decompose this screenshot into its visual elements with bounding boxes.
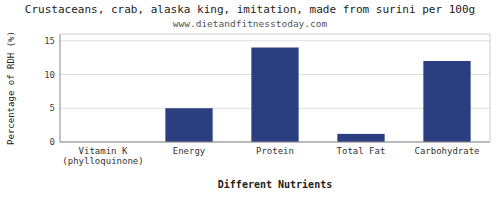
x-tick-label-line: Vitamin K bbox=[79, 146, 128, 156]
bar bbox=[423, 61, 470, 142]
chart-container: Crustaceans, crab, alaska king, imitatio… bbox=[0, 0, 500, 200]
bar bbox=[337, 134, 384, 142]
y-axis-label: Percentage of RDH (%) bbox=[6, 31, 16, 145]
y-tick-label: 10 bbox=[44, 70, 55, 80]
x-tick-label-line: Protein bbox=[256, 146, 294, 156]
x-tick-label: Carbohydrate bbox=[414, 146, 479, 156]
frame-right bbox=[490, 34, 491, 142]
frame-top bbox=[60, 34, 490, 35]
y-tick-label: 5 bbox=[50, 103, 55, 113]
x-tick-label: Total Fat bbox=[337, 146, 386, 156]
bar bbox=[251, 48, 298, 143]
x-tick-label: Vitamin K(phylloquinone) bbox=[62, 146, 143, 166]
bar bbox=[165, 108, 212, 142]
grid bbox=[60, 41, 490, 142]
y-axis-line bbox=[60, 34, 61, 142]
title: Crustaceans, crab, alaska king, imitatio… bbox=[25, 3, 475, 16]
x-axis-label: Different Nutrients bbox=[218, 179, 332, 190]
x-tick-label: Energy bbox=[173, 146, 206, 156]
grid-line bbox=[60, 40, 490, 41]
page: {"chart_data": {"type": "bar", "title": … bbox=[0, 0, 500, 200]
x-axis-line bbox=[60, 142, 490, 143]
x-tick-label-line: (phylloquinone) bbox=[62, 156, 143, 166]
x-tick-label: Protein bbox=[256, 146, 294, 156]
chart-svg: Crustaceans, crab, alaska king, imitatio… bbox=[0, 0, 500, 200]
y-tick-label: 0 bbox=[50, 137, 55, 147]
x-tick-label-line: Carbohydrate bbox=[414, 146, 479, 156]
x-tick-label-line: Energy bbox=[173, 146, 206, 156]
grid-line bbox=[60, 142, 490, 143]
bars bbox=[165, 48, 470, 143]
subtitle: www.dietandfitnesstoday.com bbox=[173, 18, 328, 29]
x-tick-label-line: Total Fat bbox=[337, 146, 386, 156]
y-tick-label: 15 bbox=[44, 36, 55, 46]
